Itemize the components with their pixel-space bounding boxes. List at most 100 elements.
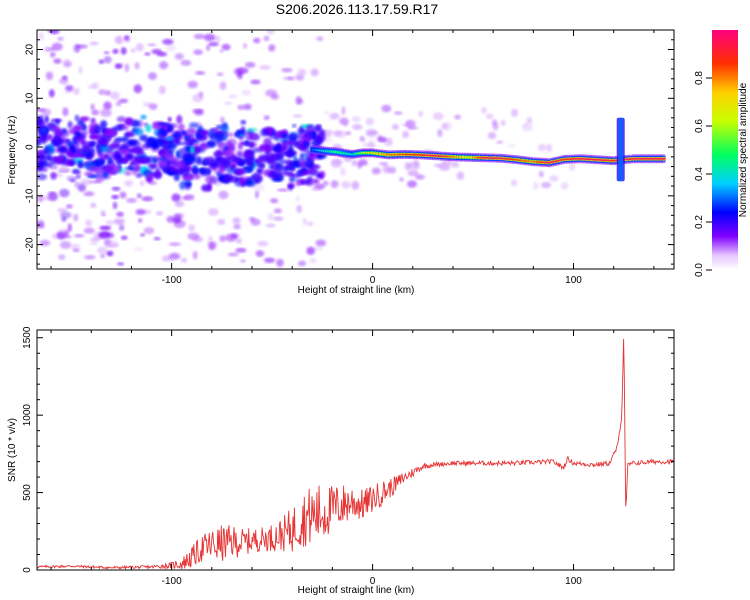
spectrogram-noise-blob <box>174 200 185 207</box>
spectrogram-core-blob <box>37 155 47 160</box>
spectrogram-noise-blob <box>266 30 275 35</box>
spectrogram-core-blob <box>169 164 178 172</box>
spectrogram-noise-blob <box>73 87 80 95</box>
spectrogram-noise-blob <box>115 100 122 107</box>
spectrogram-noise-blob <box>341 181 351 189</box>
top-x-axis-label: Height of straight line (km) <box>298 285 415 296</box>
spectrogram-noise-blob <box>273 208 282 214</box>
spectrogram-core-blob <box>315 137 323 146</box>
spectrogram-noise-blob <box>90 237 101 242</box>
spectrogram-noise-blob <box>143 102 151 107</box>
spectrogram-core-blob <box>272 146 280 152</box>
spectrogram-noise-blob <box>272 216 284 221</box>
spectrogram-noise-blob <box>100 210 106 216</box>
spectrogram-core-blob <box>167 147 175 155</box>
spectrogram-noise-blob <box>74 181 80 189</box>
spectrogram-noise-blob <box>119 191 127 199</box>
spectrogram-core-blob <box>204 156 216 165</box>
spectrogram-noise-blob <box>188 224 195 232</box>
spectrogram-noise-blob <box>438 163 451 171</box>
spectrogram-noise-blob <box>316 36 324 42</box>
spectrogram-core-blob <box>124 171 132 176</box>
spectrogram-core-blob <box>93 167 105 174</box>
spectrogram-core-blob <box>184 154 197 164</box>
spectrogram-core-blob <box>304 159 314 168</box>
spectrogram-noise-blob <box>223 101 233 105</box>
spectrogram-core-blob <box>66 159 72 166</box>
spectrogram-noise-blob <box>80 178 92 186</box>
spectrogram-noise-blob <box>298 260 307 267</box>
spectrogram-core-blob <box>238 136 244 141</box>
spectrogram-core-blob <box>240 120 247 125</box>
spectrogram-noise-blob <box>240 259 246 263</box>
spectrogram-core-blob <box>233 160 239 166</box>
spectrogram-noise-blob <box>181 196 188 200</box>
spectrogram-core-blob <box>42 167 48 172</box>
y-tick-label: -20 <box>25 237 36 252</box>
spectrogram-core-blob <box>134 163 141 172</box>
spectrogram-noise-blob <box>219 49 224 53</box>
spectrogram-noise-blob <box>60 211 72 219</box>
spectrogram-core-blob <box>105 128 111 135</box>
spectrogram-core-blob <box>192 143 200 148</box>
spectrogram-core-blob <box>254 158 262 164</box>
spectrogram-core-blob <box>182 175 193 181</box>
spectrogram-noise-blob <box>96 246 108 255</box>
spectrogram-core-blob <box>223 173 233 182</box>
spectrogram-noise-blob <box>218 190 229 200</box>
spectrogram-noise-blob <box>330 159 342 168</box>
spectrogram-noise-blob <box>143 227 155 235</box>
spectrogram-noise-blob <box>120 47 127 55</box>
spectrogram-noise-blob <box>257 240 269 247</box>
spectrogram-core-blob <box>250 133 257 139</box>
spectrogram-noise-blob <box>66 176 78 182</box>
y-tick-label: 1500 <box>22 326 33 349</box>
spectrogram-noise-blob <box>37 223 45 229</box>
y-tick-label: 10 <box>25 92 36 104</box>
spectrogram-core-blob <box>263 137 272 147</box>
spectrogram-noise-blob <box>166 215 175 223</box>
spectrogram-core-blob <box>74 136 83 141</box>
spectrogram-core-blob <box>220 124 229 134</box>
colorbar-tick-label: 0.0 <box>694 263 705 277</box>
bottom-y-axis: 0 500 1000 1500 <box>22 326 674 573</box>
spectrogram-core-blob <box>153 159 158 164</box>
spectrogram-noise-blob <box>98 231 111 239</box>
spectrogram-noise-blob <box>322 180 329 186</box>
spectrogram-core-blob <box>159 129 166 135</box>
spectrogram-core-blob <box>166 154 175 162</box>
spectrogram-core-blob <box>268 165 275 169</box>
spectrogram-core-blob <box>260 128 269 137</box>
spectrogram-noise-blob <box>148 103 158 110</box>
spectrogram-core-blob <box>226 166 238 174</box>
spectrogram-core-blob <box>288 183 294 191</box>
spectrogram-noise-blob <box>487 132 497 140</box>
spectrogram-core-blob <box>218 164 226 174</box>
spectrogram-noise-blob <box>362 142 368 148</box>
spectrogram-noise-blob <box>546 143 553 153</box>
chart-title: S206.2026.113.17.59.R17 <box>276 1 439 17</box>
spectrogram-noise-blob <box>377 136 387 143</box>
spectrogram-noise-blob <box>203 33 216 42</box>
spectrogram-core-blob <box>244 179 256 187</box>
spectrogram-core-blob <box>43 146 55 157</box>
spectrogram-noise-blob <box>359 135 365 142</box>
spectrogram-noise-blob <box>243 103 252 111</box>
spectrogram-noise-blob <box>133 247 143 252</box>
spectrogram-noise-blob <box>130 48 136 53</box>
spectrogram-noise-blob <box>83 191 95 197</box>
spectrogram-noise-blob <box>441 121 453 131</box>
top-y-axis-label: Frequency (Hz) <box>7 116 18 185</box>
spectrogram-noise-blob <box>89 241 99 246</box>
spectrogram-core-blob <box>173 171 181 182</box>
spectrogram-core-blob <box>116 116 126 123</box>
spectrogram-core-blob <box>288 173 295 183</box>
spectrogram-noise-blob <box>113 218 125 225</box>
spectrogram-core-blob <box>237 161 245 166</box>
spectrogram-core-blob <box>264 149 270 159</box>
spectrogram-noise-blob <box>103 51 110 55</box>
spectrogram-core-blob <box>238 176 244 186</box>
spectrogram-core-blob <box>118 147 131 156</box>
spectrogram-noise-blob <box>510 179 518 186</box>
